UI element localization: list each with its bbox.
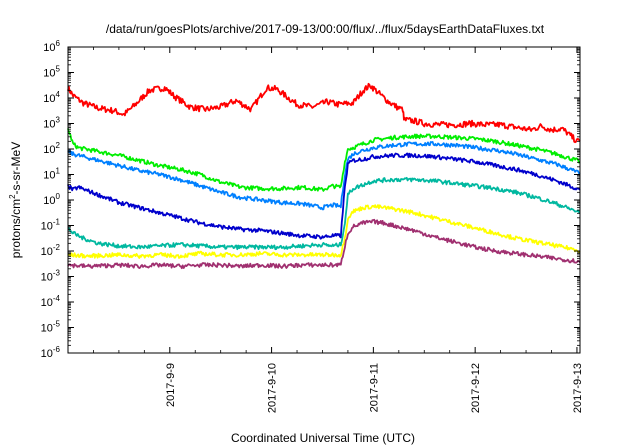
y-tick-label: 10-3 [41,269,61,284]
y-tick-label: 10-5 [41,320,61,335]
y-tick-label: 104 [43,90,60,105]
x-tick-label: 2017-9-13 [572,363,584,413]
x-axis-label: Coordinated Universal Time (UTC) [231,431,415,445]
series-line [67,141,581,211]
x-tick-label: 2017-9-10 [267,363,279,413]
y-tick-label: 103 [43,116,60,131]
series-line [67,152,581,240]
y-tick-label: 10-4 [41,294,61,309]
series-line [67,128,581,192]
x-tick-label: 2017-9-9 [165,363,177,407]
y-tick-label: 10-2 [41,243,61,258]
y-tick-label: 10-6 [41,345,61,360]
x-tick-label: 2017-9-12 [470,363,482,413]
y-tick-label: 106 [43,39,60,54]
y-tick-label: 105 [43,65,60,80]
y-axis-label: protons/cm2-s-sr-MeV [8,142,23,258]
y-tick-label: 101 [43,167,60,182]
y-tick-label: 100 [43,192,60,207]
y-tick-label: 10-1 [41,218,61,233]
plot-frame [67,46,581,354]
series-line [67,82,581,144]
chart-title: /data/run/goesPlots/archive/2017-09-13/0… [106,22,545,36]
x-axis: 2017-9-9 2017-9-10 2017-9-11 2017-9-12 2017-… [93,47,584,413]
series-line [67,218,581,270]
y-tick-label: 102 [43,141,60,156]
series-line [67,204,581,259]
y-axis: 10-6 10-5 10-4 10-3 10-2 10-1 100 101 102 103 104 1… [41,39,580,360]
series-layer [67,82,581,270]
x-tick-label: 2017-9-11 [368,363,380,412]
series-line [67,176,581,251]
